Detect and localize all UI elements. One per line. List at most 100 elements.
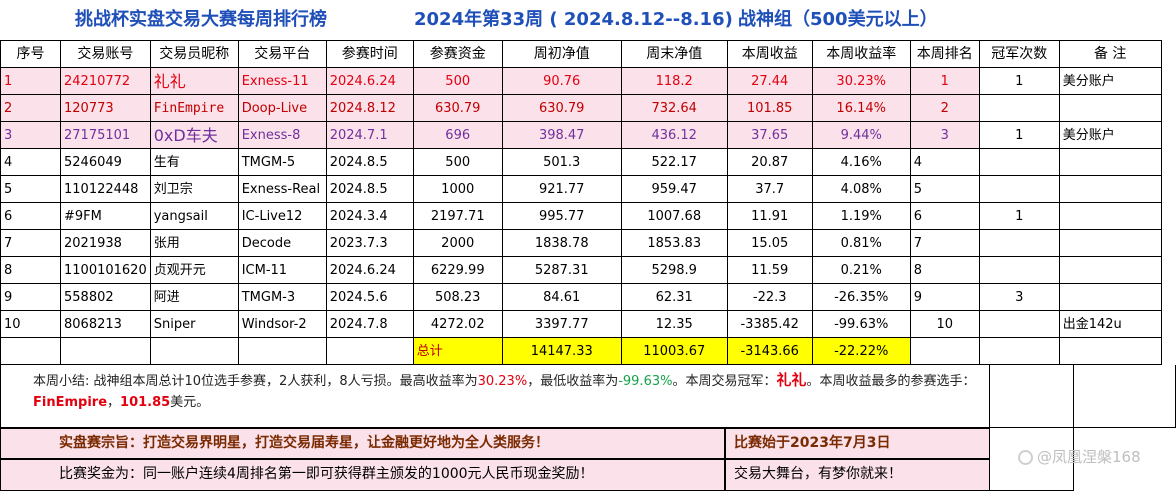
cell-close: 5298.9	[620, 256, 728, 284]
cell-no: 2	[0, 94, 61, 122]
cell-platform: Exness-11	[237, 67, 327, 95]
col-header-rate: 本周收益率	[811, 40, 911, 68]
cell-start: 2024.7.1	[325, 121, 414, 149]
cell-capital: 696	[412, 121, 503, 149]
cell-platform: Exness-8	[237, 121, 327, 149]
cell-rate: 30.23%	[811, 67, 911, 95]
cell-note	[1058, 94, 1162, 122]
cell-no: 5	[0, 175, 61, 203]
cell-profit: 101.85	[726, 94, 813, 122]
cell-close: 1853.83	[620, 229, 728, 257]
cell-open: 501.3	[501, 148, 622, 176]
title-week: 2024年第33周 ( 2024.8.12--8.16)	[414, 9, 733, 30]
col-header-platform: 交易平台	[237, 40, 327, 68]
col-header-no: 序号	[0, 40, 61, 68]
totals-close: 11003.67	[620, 337, 728, 365]
footer-prize: 比赛奖金为：同一账户连续4周排名第一即可获得群主颁发的1000元人民币现金奖励！	[0, 459, 725, 491]
cell-no: 9	[0, 283, 61, 311]
cell-capital: 6229.99	[412, 256, 503, 284]
footer-motto: 实盘赛宗旨：打造交易界明星，打造交易届寿星，让金融更好地为全人类服务！	[0, 428, 725, 459]
cell-profit: 20.87	[726, 148, 813, 176]
col-header-open: 周初净值	[501, 40, 622, 68]
table-row: 9 558802 阿进 TMGM-3 2024.5.6 508.23 84.61…	[0, 283, 1162, 311]
table-row: 8 1100101620 贞观开元 ICM-11 2024.6.24 6229.…	[0, 256, 1162, 284]
table-row: 3 27175101 0xD车夫 Exness-8 2024.7.1 696 3…	[0, 121, 1162, 149]
cell-account: 24210772	[60, 67, 151, 95]
footer-slogan: 交易大舞台，有梦你就来！	[725, 459, 990, 491]
totals-rate: -22.22%	[811, 337, 911, 365]
cell-platform: IC-Live12	[237, 202, 327, 230]
cell-rank: 6	[909, 202, 980, 230]
cell-rate: 16.14%	[811, 94, 911, 122]
cell-note	[1058, 202, 1162, 230]
cell-account: 8068213	[60, 310, 151, 338]
cell-platform: Exness-Real	[237, 175, 327, 203]
cell-nick: 礼礼	[149, 67, 239, 95]
cell-nick: 生有	[149, 148, 239, 176]
cell-champ	[978, 94, 1060, 122]
cell-champ: 3	[978, 283, 1060, 311]
totals-label: 总计	[412, 337, 503, 365]
summary-max-rate: 30.23%	[477, 374, 528, 389]
cell-no: 3	[0, 121, 61, 149]
cell-start: 2024.8.5	[325, 175, 414, 203]
totals-open: 14147.33	[501, 337, 622, 365]
cell-open: 995.77	[501, 202, 622, 230]
ranking-table: 序号 交易账号 交易员昵称 交易平台 参赛时间 参赛资金 周初净值 周末净值 本…	[0, 40, 1162, 365]
cell-capital: 630.79	[412, 94, 503, 122]
watermark: @凤凰涅槃168	[1018, 446, 1141, 467]
cell-capital: 508.23	[412, 283, 503, 311]
weekly-summary: 本周小结: 战神组本周总计10位选手参赛，2人获利，8人亏损。最高收益率为30.…	[0, 365, 990, 428]
cell-no: 4	[0, 148, 61, 176]
cell-note	[1058, 256, 1162, 284]
cell-close: 1007.68	[620, 202, 728, 230]
col-header-account: 交易账号	[60, 40, 151, 68]
cell-rate: 0.81%	[811, 229, 911, 257]
cell-note: 出金142u	[1058, 310, 1162, 338]
cell-note	[1058, 229, 1162, 257]
cell-open: 630.79	[501, 94, 622, 122]
cell-nick: yangsail	[149, 202, 239, 230]
cell-note	[1058, 148, 1162, 176]
cell-account: 558802	[60, 283, 151, 311]
table-row: 7 2021938 张用 Decode 2023.7.3 2000 1838.7…	[0, 229, 1162, 257]
cell-capital: 2000	[412, 229, 503, 257]
cell-note: 美分账户	[1058, 121, 1162, 149]
totals-row: 总计 14147.33 11003.67 -3143.66 -22.22%	[0, 337, 1162, 365]
cell-start: 2024.7.8	[325, 310, 414, 338]
cell-account: 5246049	[60, 148, 151, 176]
cell-start: 2023.7.3	[325, 229, 414, 257]
cell-start: 2024.3.4	[325, 202, 414, 230]
footer-start-date: 比赛始于2023年7月3日	[725, 428, 990, 459]
cell-close: 522.17	[620, 148, 728, 176]
cell-capital: 500	[412, 67, 503, 95]
table-row: 1 24210772 礼礼 Exness-11 2024.6.24 500 90…	[0, 67, 1162, 95]
cell-open: 90.76	[501, 67, 622, 95]
cell-nick: 刘卫宗	[149, 175, 239, 203]
cell-no: 8	[0, 256, 61, 284]
cell-rate: -26.35%	[811, 283, 911, 311]
cell-account: 110122448	[60, 175, 151, 203]
cell-champ: 1	[978, 121, 1060, 149]
cell-rank: 10	[909, 310, 980, 338]
cell-champ	[978, 148, 1060, 176]
cell-profit: -22.3	[726, 283, 813, 311]
page-title: 挑战杯实盘交易大赛每周排行榜 2024年第33周 ( 2024.8.12--8.…	[0, 0, 1074, 40]
cell-champ: 1	[978, 202, 1060, 230]
cell-champ	[978, 175, 1060, 203]
cell-rate: -99.63%	[811, 310, 911, 338]
table-row: 6 #9FM yangsail IC-Live12 2024.3.4 2197.…	[0, 202, 1162, 230]
cell-open: 5287.31	[501, 256, 622, 284]
title-group: 战神组（500美元以上）	[738, 9, 938, 30]
cell-profit: 11.59	[726, 256, 813, 284]
cell-champ: 1	[978, 67, 1060, 95]
wechat-icon	[1018, 450, 1033, 465]
cell-champ	[978, 256, 1060, 284]
header-row: 序号 交易账号 交易员昵称 交易平台 参赛时间 参赛资金 周初净值 周末净值 本…	[0, 40, 1162, 68]
cell-rank: 5	[909, 175, 980, 203]
cell-no: 7	[0, 229, 61, 257]
col-header-nick: 交易员昵称	[149, 40, 239, 68]
cell-platform: TMGM-5	[237, 148, 327, 176]
cell-profit: 27.44	[726, 67, 813, 95]
cell-account: 1100101620	[60, 256, 151, 284]
